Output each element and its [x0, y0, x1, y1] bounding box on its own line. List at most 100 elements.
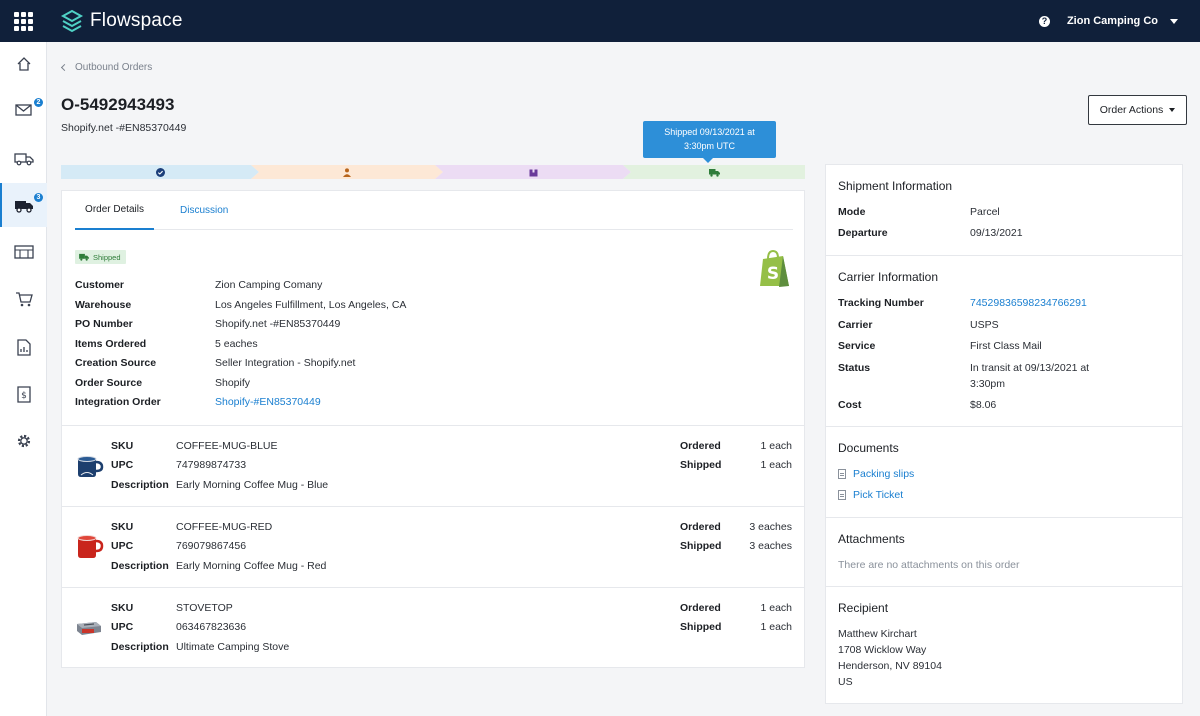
progress-step-shipped[interactable] — [623, 165, 805, 179]
shipment-info-card: Shipment Information Mode Parcel Departu… — [825, 164, 1183, 256]
detail-label: Order Source — [75, 377, 143, 389]
recipient-street: 1708 Wicklow Way — [838, 644, 927, 656]
blue-mug-image — [74, 450, 104, 480]
order-details-card: Order Details Discussion Shipped S Custo… — [61, 190, 805, 668]
sku-value: STOVETOP — [176, 602, 233, 614]
recipient-country: US — [838, 676, 853, 688]
chevron-down-icon — [1169, 108, 1176, 112]
ordered-qty: 1 each — [760, 440, 792, 452]
pick-ticket-link[interactable]: Pick Ticket — [838, 489, 903, 501]
recipient-city: Henderson, NV 89104 — [838, 660, 942, 672]
help-icon[interactable]: ? — [1038, 15, 1050, 27]
outbound-truck-icon — [14, 200, 33, 213]
person-icon — [343, 167, 351, 177]
tooltip-line-1: Shipped 09/13/2021 at — [664, 127, 755, 137]
status-line-1: In transit at 09/13/2021 at — [970, 362, 1090, 374]
shipped-label: Shipped — [680, 621, 722, 633]
progress-step-packing[interactable] — [435, 165, 631, 179]
account-name[interactable]: Zion Camping Co — [1066, 15, 1158, 27]
sidebar-item-warehouse[interactable] — [0, 230, 47, 274]
sidebar-item-outbound[interactable]: 3 — [0, 183, 47, 227]
detail-label: PO Number — [75, 318, 133, 330]
sidebar-item-inbound[interactable] — [0, 136, 47, 180]
flowspace-logo-icon — [60, 9, 84, 33]
shipped-qty: 3 eaches — [749, 540, 792, 552]
cost-label: Cost — [838, 399, 862, 411]
upc-value: 063467823636 — [176, 621, 247, 633]
apps-grid-icon[interactable] — [0, 0, 46, 42]
status-badge: Shipped — [75, 250, 126, 264]
sidebar-item-inbox[interactable]: 2 — [0, 88, 47, 132]
detail-label: Creation Source — [75, 357, 157, 369]
detail-value: Los Angeles Fulfillment, Los Angeles, CA — [215, 299, 407, 311]
packing-slips-link[interactable]: Packing slips — [838, 468, 914, 480]
status-label: Status — [838, 362, 871, 374]
sidebar-item-home[interactable] — [0, 42, 47, 86]
detail-value: Shopify.net -#EN85370449 — [215, 318, 341, 330]
detail-row-items-ordered: Items Ordered 5 eaches — [75, 338, 258, 352]
upc-label: UPC — [111, 540, 134, 552]
sidebar-item-settings[interactable] — [0, 419, 47, 463]
shipped-tooltip: Shipped 09/13/2021 at 3:30pm UTC — [643, 121, 776, 163]
sidebar-item-billing[interactable]: $ — [0, 372, 47, 416]
detail-value: Zion Camping Comany — [215, 279, 323, 291]
departure-value: 09/13/2021 — [970, 227, 1023, 239]
tab-order-details[interactable]: Order Details — [75, 191, 154, 230]
document-link-label: Pick Ticket — [853, 489, 904, 501]
carrier-info-card: Carrier Information Tracking Number 7452… — [825, 255, 1183, 427]
tracking-number-link[interactable]: 74529836598234766291 — [970, 297, 1087, 309]
detail-row-po-number: PO Number Shopify.net -#EN85370449 — [75, 318, 340, 332]
detail-row-warehouse: Warehouse Los Angeles Fulfillment, Los A… — [75, 299, 406, 313]
shipped-label: Shipped — [680, 540, 722, 552]
order-actions-label: Order Actions — [1099, 104, 1164, 116]
ordered-qty: 1 each — [760, 602, 792, 614]
section-title: Documents — [838, 441, 899, 455]
document-icon — [838, 469, 846, 479]
shipped-qty: 1 each — [760, 621, 792, 633]
line-item: SKU STOVETOP UPC 063467823636 Descriptio… — [62, 587, 804, 668]
description-value: Ultimate Camping Stove — [176, 641, 290, 653]
upc-value: 747989874733 — [176, 459, 247, 471]
progress-step-received[interactable] — [61, 165, 259, 179]
svg-text:S: S — [767, 264, 779, 284]
detail-row-order-source: Order Source Shopify — [75, 377, 250, 391]
truck-icon — [708, 168, 720, 177]
recipient-card: Recipient Matthew Kirchart 1708 Wicklow … — [825, 586, 1183, 704]
sku-label: SKU — [111, 521, 134, 533]
line-item: SKU COFFEE-MUG-BLUE UPC 747989874733 Des… — [62, 425, 804, 506]
truck-icon — [79, 253, 89, 261]
flowspace-logo[interactable]: Flowspace — [60, 9, 183, 33]
detail-label: Warehouse — [75, 299, 132, 311]
description-label: Description — [111, 479, 169, 491]
mode-label: Mode — [838, 206, 866, 218]
account-dropdown-caret-icon[interactable] — [1170, 18, 1178, 24]
sku-value: COFFEE-MUG-RED — [176, 521, 273, 533]
sidebar-item-reports[interactable] — [0, 325, 47, 369]
top-nav-bar: Flowspace ? Zion Camping Co — [0, 0, 1200, 42]
order-actions-button[interactable]: Order Actions — [1088, 95, 1187, 125]
detail-value: Shopify — [215, 377, 251, 389]
description-value: Early Morning Coffee Mug - Blue — [176, 479, 329, 491]
integration-order-link[interactable]: Shopify-#EN85370449 — [215, 396, 321, 408]
warehouse-icon — [13, 245, 34, 259]
box-icon — [529, 169, 537, 176]
inbox-icon — [15, 104, 32, 116]
svg-text:$: $ — [21, 391, 27, 401]
order-progress-bar — [61, 165, 805, 179]
detail-label: Customer — [75, 279, 125, 291]
chevron-left-icon — [60, 63, 69, 72]
description-value: Early Morning Coffee Mug - Red — [176, 560, 327, 572]
invoice-icon: $ — [16, 385, 31, 403]
shipped-qty: 1 each — [760, 459, 792, 471]
breadcrumb[interactable]: Outbound Orders — [60, 62, 152, 73]
section-title: Carrier Information — [838, 270, 939, 284]
progress-step-picking[interactable] — [251, 165, 443, 179]
check-circle-icon — [155, 167, 165, 177]
description-label: Description — [111, 560, 169, 572]
tab-discussion[interactable]: Discussion — [180, 205, 229, 216]
sidebar-item-orders[interactable] — [0, 277, 47, 321]
upc-value: 769079867456 — [176, 540, 247, 552]
shipped-label: Shipped — [680, 459, 722, 471]
page-title: O-5492943493 — [61, 95, 175, 114]
ordered-qty: 3 eaches — [749, 521, 792, 533]
